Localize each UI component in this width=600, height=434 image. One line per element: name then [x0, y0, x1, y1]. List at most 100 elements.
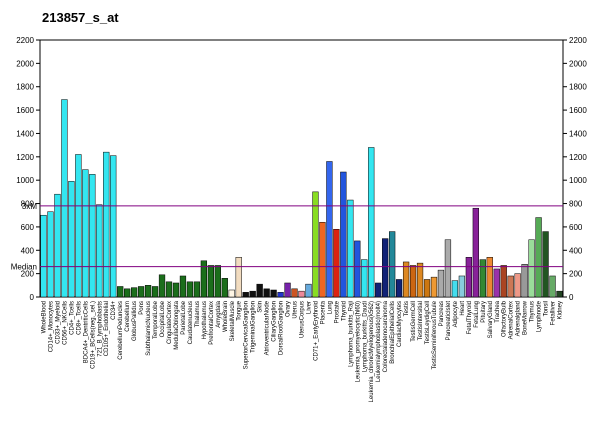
bar — [117, 286, 124, 298]
x-tick-label: Liver — [306, 301, 312, 314]
x-tick-label: Leukemialymphoblastic(molt4) — [376, 301, 382, 382]
bar — [549, 275, 556, 298]
x-tick-label: CD33+_Myeloid — [55, 301, 61, 344]
bar — [68, 181, 75, 298]
x-tick-label: TrigeminalGanglion — [251, 301, 257, 353]
bar — [479, 259, 486, 298]
chart-title: 213857_s_at — [42, 10, 119, 25]
x-tick-label: CingulateCortex — [167, 301, 173, 344]
y2-tick-label: 2000 — [569, 59, 587, 68]
y2-tick-label: 1600 — [569, 106, 587, 115]
x-tick-label: CD56+_NKCells — [62, 301, 68, 345]
x-tick-label: CerebellumPeduncles — [118, 301, 124, 360]
bar — [542, 231, 549, 298]
x-tick-label: Leukemia_promyelocytic(hl60) — [355, 301, 361, 382]
bar — [82, 169, 89, 298]
bar — [179, 275, 187, 298]
y-tick-label: 600 — [21, 223, 35, 232]
x-tick-label: PancreaticIslet — [446, 301, 452, 341]
x-tick-label: WholeBlood — [41, 301, 47, 333]
y2-tick-label: 1000 — [569, 176, 587, 185]
bar — [389, 231, 396, 298]
x-tick-label: TemporalLobe — [153, 300, 159, 339]
y2-tick-label: 1400 — [569, 129, 587, 138]
bar — [340, 171, 347, 298]
x-tick-label: Testis — [404, 301, 410, 316]
bar — [61, 99, 68, 298]
bar — [312, 191, 319, 298]
x-tick-label: BoneMarrow — [523, 300, 529, 335]
x-tick-label: ParietalLobe — [181, 300, 187, 334]
bar — [451, 280, 459, 298]
bar — [368, 147, 375, 298]
x-tick-label: SubthalamicNucleus — [146, 301, 152, 356]
x-tick-label: Pons — [139, 301, 145, 315]
x-tick-label: TestisSeminiferousTubule — [432, 300, 438, 369]
x-tick-label: 721_B_lymphoblasts — [97, 301, 103, 357]
x-tick-label: CD4+_Tcells — [69, 301, 75, 335]
x-tick-label: Caudatenucleus — [188, 301, 194, 344]
x-tick-label: Leukemia_chronicMyelogenous(k562) — [369, 301, 375, 402]
bar — [395, 279, 403, 298]
y2-tick-label: 600 — [569, 223, 583, 232]
bar — [347, 199, 354, 298]
bar — [263, 288, 270, 298]
y2-tick-label: 1200 — [569, 153, 587, 162]
x-tick-label: Cerebellum — [125, 301, 131, 332]
y2-tick-label: 0 — [569, 293, 574, 302]
bar — [333, 228, 340, 298]
y2-tick-label: 800 — [569, 200, 583, 209]
x-tick-label: Adrenalgland — [516, 301, 522, 336]
reference-label: Median — [11, 263, 37, 272]
bar — [172, 282, 180, 298]
bar — [144, 285, 152, 298]
x-tick-label: UterusCorpus — [300, 301, 306, 338]
x-tick-label: TestisLeydigCell — [425, 301, 431, 344]
y2-tick-label: 200 — [569, 270, 583, 279]
y2-tick-label: 2200 — [569, 36, 587, 45]
bar — [221, 278, 228, 298]
bar — [75, 154, 82, 298]
x-tick-label: SalivaryGland — [488, 301, 494, 338]
bar — [242, 292, 249, 298]
bar — [89, 174, 96, 298]
bar — [437, 269, 445, 298]
x-tick-label: SkeletalMuscle — [230, 300, 236, 341]
bar — [402, 261, 410, 298]
bar — [465, 257, 472, 298]
x-tick-label: Hypothalamus — [202, 301, 208, 339]
x-tick-label: Prostate — [334, 300, 340, 323]
bar — [409, 265, 417, 298]
y-tick-label: 800 — [21, 200, 35, 209]
x-tick-label: FetalThyroid — [467, 301, 473, 334]
x-tick-label: MedullaOblongata — [174, 300, 180, 349]
bar — [193, 281, 201, 298]
x-tick-label: CD71+_EarlyErythroid — [313, 301, 319, 361]
x-tick-label: Heart — [460, 301, 466, 316]
x-tick-label: Tonsil — [544, 301, 550, 316]
x-tick-label: Pancreas — [439, 301, 445, 326]
bar — [158, 274, 166, 298]
bar — [361, 259, 368, 298]
x-tick-label: Lymphnode — [537, 300, 543, 332]
x-tick-label: AdrenalCortex — [509, 301, 515, 339]
bar — [354, 240, 361, 298]
y-tick-label: 1800 — [16, 83, 34, 92]
x-tick-label: Lymphoma_burkitts_Raji — [348, 301, 354, 367]
x-tick-label: Thymus — [530, 301, 536, 322]
x-tick-label: BDCA4+_DentriticCells — [83, 301, 89, 363]
bar — [472, 207, 479, 298]
x-tick-label: TestisIntersitial — [418, 301, 424, 340]
y-tick-label: 2000 — [16, 59, 34, 68]
x-tick-label: Pituitary — [481, 301, 487, 323]
x-tick-label: GlobusPallidus — [132, 301, 138, 341]
x-tick-label: CD34+ — [111, 301, 117, 320]
x-tick-label: Kidney — [558, 301, 564, 319]
x-tick-label: Colorectaladenocarcinoma — [383, 300, 389, 372]
bar — [110, 155, 117, 298]
bar — [214, 265, 221, 298]
x-tick-label: Amygdala — [216, 300, 222, 327]
bar — [514, 273, 521, 298]
bar — [186, 281, 194, 298]
